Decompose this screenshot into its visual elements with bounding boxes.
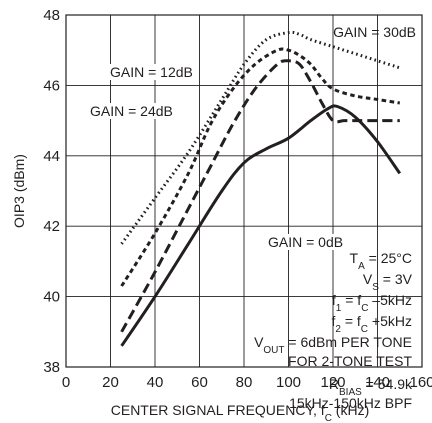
series-label: GAIN = 30dB: [333, 24, 416, 40]
condition-f2: f2 = fC +5kHz: [331, 313, 412, 335]
x-axis-title: CENTER SIGNAL FREQUENCY, fC (kHz): [111, 402, 370, 423]
x-tick-label: 20: [102, 374, 119, 391]
x-tick-label: 60: [191, 374, 208, 391]
y-tick-label: 42: [43, 218, 60, 235]
x-tick-label: 160: [409, 374, 432, 391]
x-tick-label: 140: [365, 374, 390, 391]
series-label: GAIN = 24dB: [90, 103, 173, 119]
y-tick-label: 44: [43, 148, 60, 165]
x-tick-label: 100: [276, 374, 301, 391]
condition-vout: VOUT = 6dBm PER TONE: [254, 334, 412, 356]
series-label-background: [88, 103, 175, 119]
series-line-solid: [120, 104, 402, 347]
y-tick-label: 38: [43, 359, 60, 376]
conditions-block: TA = 25°C VS = 3V f1 = fC –5kHz f2 = fC …: [254, 250, 413, 411]
series-lines: [120, 30, 402, 347]
tick-labels: 0 20 40 60 80 100 120 140 160 38 40 42 44 46 48: [43, 7, 432, 391]
condition-bpf: 15kHz-150kHz BPF: [289, 395, 412, 411]
x-tick-label: 80: [236, 374, 253, 391]
series-label-background: [108, 64, 195, 80]
series-label-background: [266, 234, 346, 250]
y-axis-title: OIP3 (dBm): [11, 154, 27, 228]
condition-vs: VS = 3V: [363, 271, 413, 293]
series-line-short-dashed: [120, 47, 401, 287]
x-tick-label: 120: [320, 374, 345, 391]
series-line-long-dashed: [120, 59, 400, 333]
series-line-dotted: [120, 30, 401, 245]
series-labels: GAIN = 30dB GAIN = 24dB GAIN = 12dB GAIN = …: [88, 24, 416, 250]
plot-frame: [65, 14, 423, 368]
condition-f1: f1 = fC –5kHz: [332, 292, 412, 314]
x-tick-label: 0: [62, 374, 70, 391]
x-tick-label: 40: [147, 374, 164, 391]
y-tick-label: 46: [43, 77, 60, 94]
y-tick-label: 48: [43, 7, 60, 24]
series-label: GAIN = 0dB: [268, 234, 343, 250]
y-tick-label: 40: [43, 289, 60, 306]
condition-ta: TA = 25°C: [350, 250, 412, 272]
condition-rbias: RBIAS = 54.9k: [329, 376, 413, 398]
series-label: GAIN = 12dB: [110, 64, 193, 80]
condition-two-tone: FOR 2-TONE TEST: [288, 353, 412, 369]
